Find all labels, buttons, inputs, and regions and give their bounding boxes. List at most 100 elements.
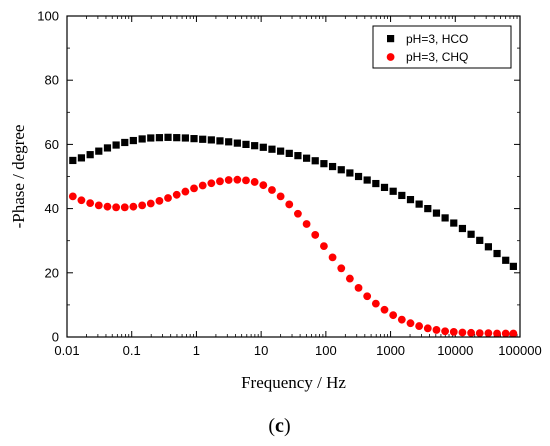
data-point-chq: [371, 299, 380, 308]
data-point-chq: [120, 203, 129, 212]
data-point-hco: [199, 135, 207, 143]
data-point-chq: [320, 242, 328, 251]
data-point-chq: [112, 203, 121, 212]
data-point-hco: [294, 152, 302, 160]
data-point-hco: [328, 162, 337, 171]
data-point-hco: [441, 214, 449, 222]
data-point-hco: [476, 236, 484, 244]
data-point-chq: [103, 202, 112, 211]
data-point-chq: [389, 311, 398, 320]
data-point-hco: [450, 219, 458, 227]
data-point-hco: [415, 200, 423, 208]
data-point-hco: [164, 133, 172, 141]
data-point-chq: [311, 231, 320, 239]
series-chq: [68, 175, 518, 338]
legend-box: [372, 25, 512, 69]
data-point-chq: [441, 327, 450, 336]
data-point-hco: [432, 209, 441, 217]
x-tick-label: 100000: [498, 343, 541, 358]
data-point-hco: [112, 141, 120, 149]
y-axis-title-group: -Phase / degree: [9, 125, 28, 229]
data-point-hco: [155, 134, 164, 142]
x-tick-label: 10000: [437, 343, 473, 358]
data-point-chq: [328, 253, 337, 262]
data-point-hco: [173, 134, 181, 142]
data-point-hco: [233, 139, 241, 147]
series-hco: [69, 133, 517, 270]
data-point-chq: [259, 181, 268, 190]
legend-marker-chq: [386, 53, 395, 61]
data-point-chq: [146, 199, 155, 208]
data-point-chq: [380, 305, 389, 314]
data-point-hco: [424, 205, 432, 213]
data-point-chq: [345, 274, 354, 283]
data-point-chq: [484, 329, 493, 338]
data-point-hco: [502, 256, 510, 264]
data-point-chq: [493, 329, 501, 338]
data-point-chq: [216, 177, 224, 186]
series-layer: [68, 133, 518, 338]
data-point-hco: [372, 179, 380, 188]
data-point-hco: [493, 249, 501, 258]
data-point-chq: [172, 190, 181, 199]
data-point-chq: [467, 328, 475, 337]
data-point-chq: [294, 209, 302, 218]
data-point-chq: [268, 186, 276, 194]
x-tick-label: 0.01: [54, 343, 79, 358]
data-point-chq: [242, 176, 250, 185]
x-tick-label: 1: [193, 343, 200, 358]
data-point-hco: [147, 134, 155, 142]
data-point-hco: [484, 243, 492, 251]
data-point-chq: [181, 187, 190, 196]
data-point-chq: [406, 319, 415, 328]
y-tick-label: 80: [45, 73, 59, 88]
data-point-hco: [363, 176, 371, 184]
x-tick-label: 10: [254, 343, 268, 358]
y-tick-label: 20: [45, 265, 59, 280]
x-tick-label: 100: [315, 343, 337, 358]
data-point-chq: [363, 292, 372, 301]
data-point-hco: [277, 147, 285, 155]
plot-frame: [66, 15, 521, 338]
data-point-hco: [103, 144, 112, 152]
data-point-hco: [121, 138, 129, 147]
panel-label-letter: c: [275, 415, 284, 437]
data-point-hco: [129, 136, 137, 145]
panel-label-close: ): [284, 415, 291, 437]
data-point-chq: [285, 200, 294, 209]
data-point-chq: [94, 201, 103, 210]
data-point-hco: [320, 160, 328, 168]
data-point-chq: [415, 322, 424, 330]
data-point-hco: [285, 149, 293, 157]
data-point-chq: [155, 196, 164, 205]
legend-label-hco: pH=3, HCO: [406, 32, 468, 46]
data-point-chq: [458, 328, 467, 337]
data-point-hco: [337, 166, 345, 174]
data-point-hco: [268, 145, 276, 153]
data-point-hco: [216, 137, 224, 145]
data-point-chq: [198, 181, 207, 190]
data-point-hco: [389, 187, 397, 195]
data-point-hco: [207, 136, 215, 144]
data-point-chq: [233, 175, 242, 184]
x-tick-label: 0.1: [123, 343, 141, 358]
data-point-chq: [337, 264, 346, 273]
data-point-chq: [250, 178, 259, 186]
data-point-hco: [380, 183, 389, 192]
data-point-hco: [346, 169, 354, 177]
data-point-hco: [458, 224, 467, 233]
data-point-hco: [354, 172, 363, 181]
data-point-chq: [190, 184, 198, 193]
data-point-chq: [276, 192, 285, 201]
y-axis-title: -Phase / degree: [9, 125, 28, 229]
data-point-hco: [467, 230, 475, 238]
data-point-hco: [95, 147, 103, 155]
y-tick-label: 60: [45, 137, 59, 152]
data-point-hco: [242, 140, 250, 148]
data-point-hco: [86, 151, 94, 159]
data-point-chq: [207, 179, 216, 188]
y-tick-label: 100: [37, 9, 59, 24]
data-point-chq: [501, 329, 510, 338]
panel-label-open: (: [268, 415, 275, 437]
